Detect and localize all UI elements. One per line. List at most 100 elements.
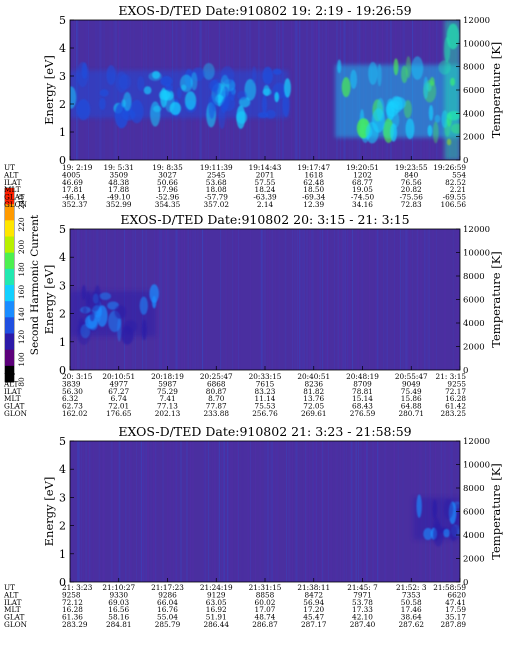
orbit-cell: 19: 2:19: [62, 163, 93, 172]
spectrogram-streak: [102, 441, 104, 582]
spectrogram-streak: [358, 229, 360, 370]
spectrogram-streak: [80, 441, 82, 582]
orbit-cell: 72.01: [108, 402, 129, 411]
orbit-cell: 18.24: [255, 185, 276, 194]
spectrogram-streak: [361, 229, 363, 370]
orbit-cell: 47.41: [445, 598, 466, 607]
spectrogram-area: [70, 229, 460, 370]
orbit-row-label: UT: [4, 583, 15, 592]
spectrogram-streak: [295, 441, 297, 582]
spectrogram-streak: [103, 441, 105, 582]
orbit-cell: 50.66: [157, 178, 178, 187]
colorbar-swatch: [5, 188, 14, 205]
orbit-cell: 3027: [158, 170, 177, 179]
spectrogram-streak: [173, 441, 175, 582]
spectrogram-streak: [287, 441, 289, 582]
feature-blob: [265, 109, 276, 119]
colorbar-tick-label: 140: [17, 307, 26, 322]
orbit-cell: 66.04: [157, 598, 178, 607]
feature-blob: [423, 76, 429, 100]
spectrogram-streak: [239, 229, 241, 370]
orbit-cell: 15.86: [401, 394, 422, 403]
orbit-cell: 17.33: [352, 605, 373, 614]
spectrogram-streak: [232, 441, 234, 582]
spectrogram-streak: [161, 229, 163, 370]
orbit-cell: 48.74: [255, 613, 276, 622]
orbit-cell: 61.36: [62, 613, 83, 622]
spectrogram-streak: [352, 441, 354, 582]
spectrogram-area: [70, 20, 460, 160]
spectrogram-streak: [362, 229, 364, 370]
feature-blob: [251, 66, 257, 84]
temperature-axis: 0 2000 4000 6000 8000 10000 12000 Temperature […: [456, 437, 503, 588]
spectrogram-streak: [384, 441, 386, 582]
spectrogram-streak: [215, 441, 217, 582]
temperature-axis: 0 2000 4000 6000 8000 10000 12000 Temperature […: [456, 225, 503, 376]
spectrogram-streak: [191, 441, 193, 582]
orbit-cell: 34.16: [352, 200, 373, 209]
spectrogram-streak: [402, 229, 404, 370]
spectrogram-area: [70, 441, 460, 582]
orbit-cell: 8858: [256, 590, 275, 599]
orbit-cell: 4005: [62, 170, 81, 179]
energy-axis: 0 1 2 3 4 5 Energy [eV]: [42, 435, 74, 589]
temperature-tick-label: 10000: [463, 249, 490, 259]
orbit-cell: 2.14: [257, 200, 274, 209]
spectrogram-streak: [259, 441, 261, 582]
orbit-cell: 7971: [353, 590, 372, 599]
spectrogram-streak: [338, 229, 340, 370]
energy-axis: 0 1 2 3 4 5 Energy [eV]: [42, 223, 74, 377]
energy-tick-label: 3: [59, 279, 66, 292]
orbit-cell: 48.38: [108, 178, 129, 187]
temperature-tick-label: 4000: [463, 531, 485, 541]
spectrogram-streak: [402, 441, 404, 582]
orbit-cell: 75.49: [401, 387, 422, 396]
temperature-tick-label: 10000: [463, 461, 490, 471]
feature-blob: [80, 324, 91, 339]
orbit-cell: 21:58:59: [433, 583, 466, 592]
orbit-cell: 269.61: [301, 409, 327, 418]
orbit-cell: 63.05: [206, 598, 227, 607]
orbit-cell: 58.16: [108, 613, 129, 622]
feature-blob: [434, 114, 441, 123]
feature-blob: [262, 95, 267, 115]
spectrogram-streak: [100, 441, 102, 582]
orbit-cell: 352.99: [106, 200, 132, 209]
temperature-tick-label: 2000: [463, 343, 485, 353]
spectrogram-streak: [222, 441, 224, 582]
spectrogram-streak: [392, 441, 394, 582]
spectrogram-streak: [250, 441, 252, 582]
spectrogram-streak: [192, 229, 194, 370]
spectrogram-streak: [192, 441, 194, 582]
spectrogram-streak: [352, 229, 354, 370]
spectrogram-background: [70, 441, 460, 582]
colorbar-tick-label: 180: [17, 262, 26, 277]
orbit-cell: 55.04: [157, 613, 178, 622]
orbit-cell: 840: [404, 170, 418, 179]
spectrogram-streak: [377, 441, 379, 582]
spectrogram-streak: [204, 441, 206, 582]
orbit-cell: 287.89: [440, 620, 466, 629]
spectrogram-streak: [343, 229, 345, 370]
orbit-cell: 12.39: [303, 200, 324, 209]
spectrogram-streak: [181, 229, 183, 370]
orbit-cell: 72.05: [303, 402, 324, 411]
spectrogram-streak: [89, 441, 91, 582]
spectrogram-streak: [184, 229, 186, 370]
feature-blob: [165, 83, 173, 92]
orbit-cell: 21: 3:15: [436, 372, 467, 381]
spectrogram-streak: [226, 441, 228, 582]
spectrogram-streak: [410, 441, 412, 582]
orbit-cell: 82.52: [445, 178, 466, 187]
spectrogram-streak: [110, 441, 112, 582]
spectrogram-streak: [390, 441, 392, 582]
colorbar-tick-labels: 240 220 200 180 160 140 120 100 80: [17, 195, 26, 387]
orbit-cell: 45.47: [303, 613, 324, 622]
spectrogram-streak: [328, 441, 330, 582]
feature-blob: [432, 121, 439, 144]
orbit-cell: 16.28: [62, 605, 83, 614]
spectrogram-panel-3: EXOS-D/TED Date:910802 21: 3:23 - 21:58:…: [3, 424, 503, 629]
spectrogram-streak: [208, 441, 210, 582]
spectrogram-streak: [158, 229, 160, 370]
